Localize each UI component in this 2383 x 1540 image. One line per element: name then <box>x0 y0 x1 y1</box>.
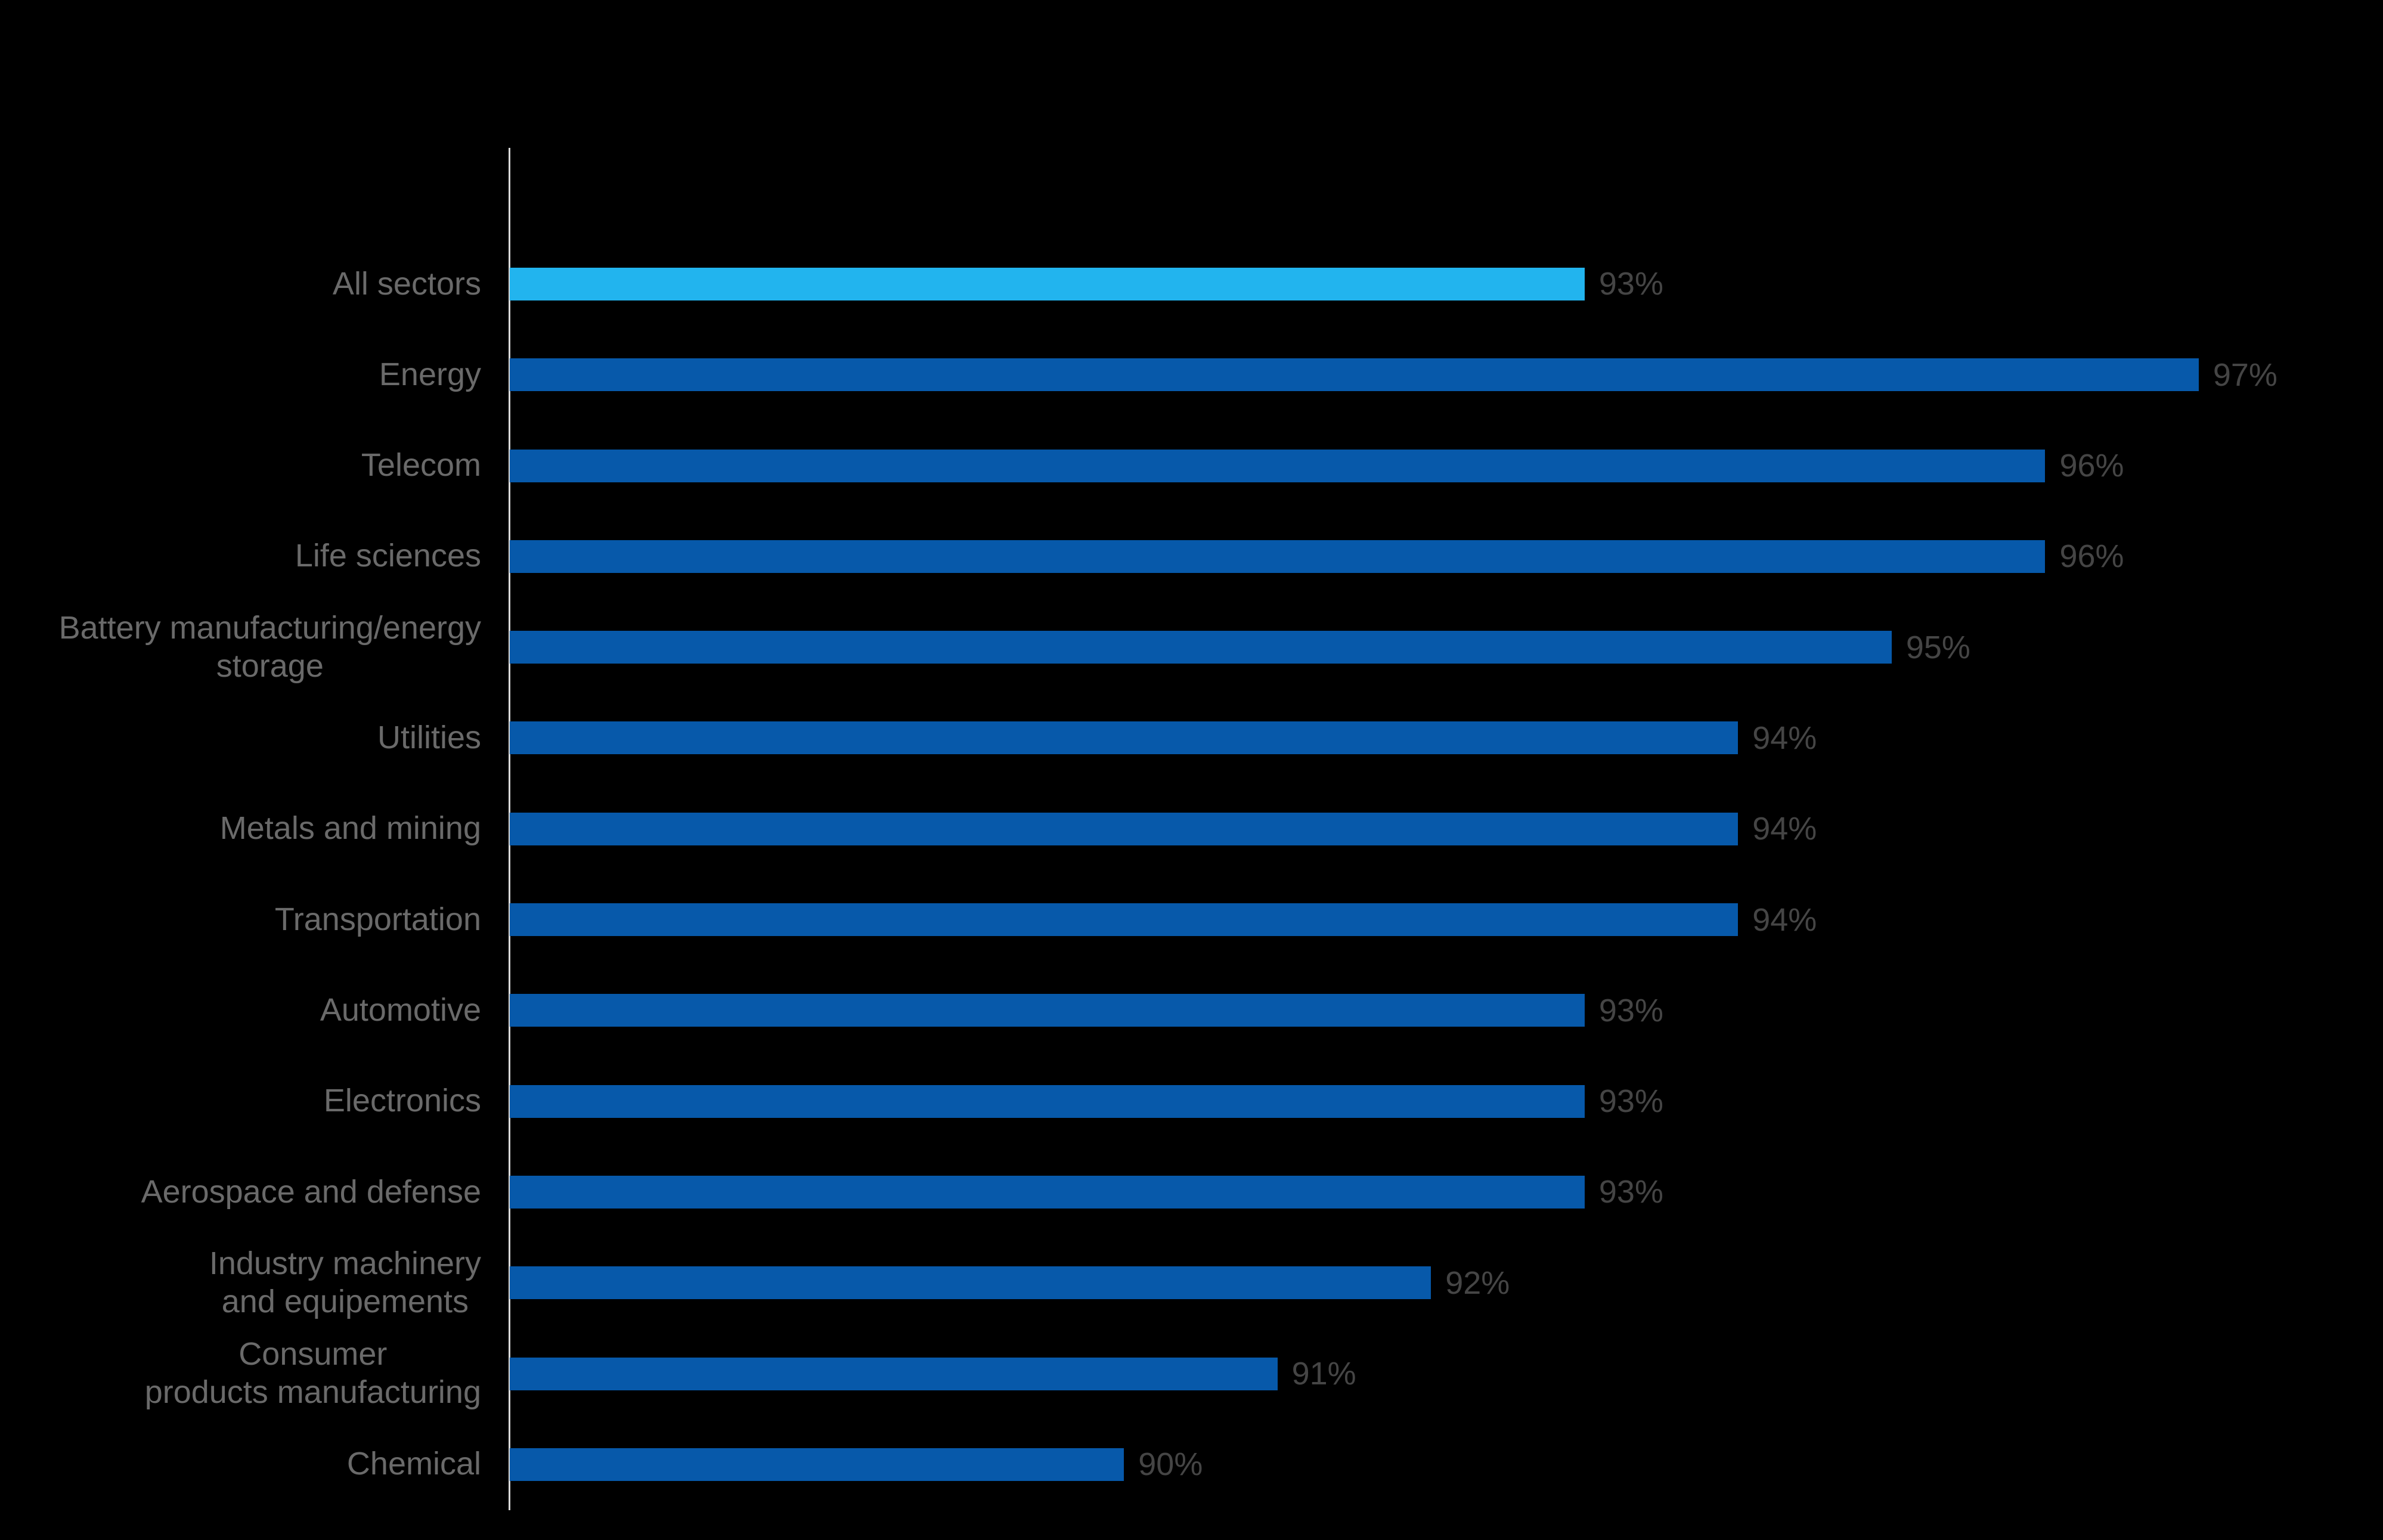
value-label: 97% <box>2212 357 2277 393</box>
bar <box>510 721 1739 755</box>
bar <box>510 1266 1431 1300</box>
category-label: Aerospace and defense <box>141 1173 481 1210</box>
chart-row: Life sciences 96% <box>0 511 2383 602</box>
bar <box>510 812 1739 845</box>
value-label: 93% <box>1598 992 1663 1028</box>
bar <box>510 903 1739 937</box>
category-label: Telecom <box>361 447 481 484</box>
bar <box>510 1084 1585 1118</box>
category-label-cell: Consumer products manufacturing <box>0 1328 510 1419</box>
y-axis-line <box>509 148 510 1510</box>
chart-row: Utilities 94% <box>0 693 2383 783</box>
category-label-cell: Electronics <box>0 1056 510 1147</box>
chart-row: All sectors 93% <box>0 238 2383 329</box>
category-label: Transportation <box>274 901 481 937</box>
plot-cell: 90% <box>510 1419 2383 1510</box>
bar <box>510 994 1585 1027</box>
plot-cell: 93% <box>510 1147 2383 1237</box>
category-label: Electronics <box>323 1083 481 1119</box>
chart-row: Telecom 96% <box>0 420 2383 511</box>
bar <box>510 540 2046 573</box>
plot-cell: 94% <box>510 874 2383 965</box>
plot-cell: 96% <box>510 420 2383 511</box>
chart-row: Consumer products manufacturing 91% <box>0 1328 2383 1419</box>
category-label-cell: Aerospace and defense <box>0 1147 510 1237</box>
value-label: 94% <box>1752 901 1817 938</box>
plot-cell: 95% <box>510 602 2383 692</box>
category-label-cell: Transportation <box>0 874 510 965</box>
category-label: Consumer products manufacturing <box>144 1336 481 1410</box>
category-label-cell: All sectors <box>0 238 510 329</box>
category-label-cell: Automotive <box>0 965 510 1056</box>
category-label-cell: Telecom <box>0 420 510 511</box>
plot-cell: 96% <box>510 511 2383 602</box>
category-label-cell: Metals and mining <box>0 783 510 874</box>
bar <box>510 631 1892 664</box>
bar <box>510 358 2199 392</box>
category-label: Energy <box>379 356 481 392</box>
value-label: 96% <box>2059 538 2124 575</box>
value-label: 96% <box>2059 448 2124 484</box>
plot-cell: 94% <box>510 693 2383 783</box>
category-label: Chemical <box>346 1446 481 1482</box>
value-label: 93% <box>1598 1083 1663 1120</box>
plot-cell: 94% <box>510 783 2383 874</box>
bar <box>510 1175 1585 1209</box>
plot-cell: 93% <box>510 965 2383 1056</box>
value-label: 92% <box>1445 1265 1510 1301</box>
bar <box>510 449 2046 482</box>
plot-cell: 92% <box>510 1238 2383 1328</box>
chart-row: Battery manufacturing/energy storage 95% <box>0 602 2383 692</box>
chart-rows: All sectors 93% Energy 97% Telecom 96% L… <box>0 148 2383 1510</box>
category-label-cell: Chemical <box>0 1419 510 1510</box>
category-label: Utilities <box>377 720 481 756</box>
value-label: 93% <box>1598 1174 1663 1210</box>
plot-cell: 93% <box>510 238 2383 329</box>
plot-cell: 93% <box>510 1056 2383 1147</box>
category-label: Metals and mining <box>219 810 481 847</box>
top-spacer <box>0 148 2383 238</box>
bar <box>510 1448 1124 1481</box>
chart-row: Electronics 93% <box>0 1056 2383 1147</box>
chart-row: Aerospace and defense 93% <box>0 1147 2383 1237</box>
chart-row: Industry machinery and equipements 92% <box>0 1238 2383 1328</box>
bar <box>510 1357 1278 1390</box>
category-label-cell: Energy <box>0 330 510 420</box>
category-label: Battery manufacturing/energy storage <box>58 609 481 684</box>
chart-row: Transportation 94% <box>0 874 2383 965</box>
value-label: 95% <box>1905 629 1970 665</box>
chart-row: Automotive 93% <box>0 965 2383 1056</box>
category-label-cell: Battery manufacturing/energy storage <box>0 602 510 692</box>
category-label-cell: Utilities <box>0 693 510 783</box>
chart-row: Metals and mining 94% <box>0 783 2383 874</box>
value-label: 91% <box>1291 1356 1356 1392</box>
value-label: 94% <box>1752 811 1817 847</box>
category-label: Industry machinery and equipements <box>209 1245 481 1319</box>
chart-row: Chemical 90% <box>0 1419 2383 1510</box>
plot-cell: 91% <box>510 1328 2383 1419</box>
category-label: Automotive <box>320 991 481 1028</box>
value-label: 90% <box>1138 1446 1203 1483</box>
category-label-cell: Life sciences <box>0 511 510 602</box>
chart-row: Energy 97% <box>0 330 2383 420</box>
value-label: 93% <box>1598 266 1663 302</box>
bar <box>510 267 1585 300</box>
category-label: All sectors <box>332 265 481 302</box>
plot-cell: 97% <box>510 330 2383 420</box>
category-label: Life sciences <box>295 538 481 574</box>
value-label: 94% <box>1752 720 1817 756</box>
category-label-cell: Industry machinery and equipements <box>0 1238 510 1328</box>
